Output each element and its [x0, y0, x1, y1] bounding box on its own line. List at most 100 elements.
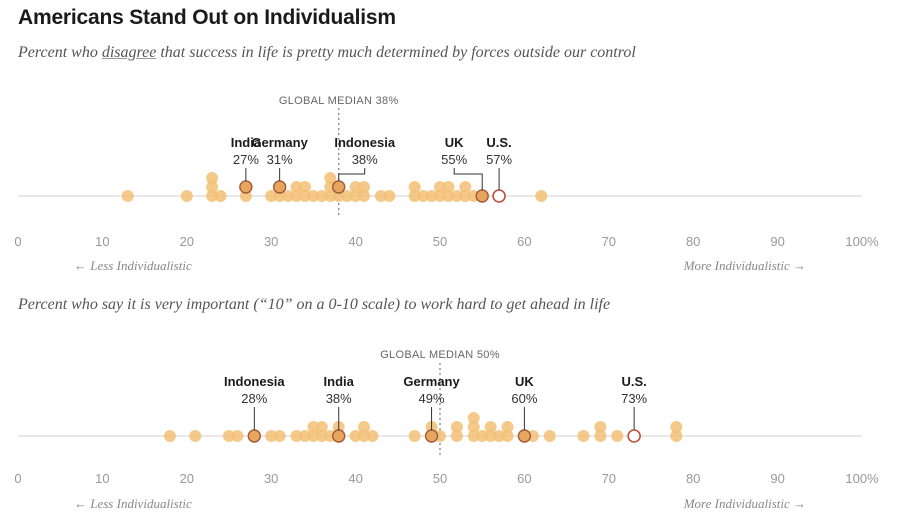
country-dot	[307, 190, 320, 202]
x-tick-label: 20	[180, 234, 194, 249]
x-tick-label: 40	[348, 471, 362, 486]
x-tick-label: 70	[602, 234, 616, 249]
country-dot	[315, 421, 328, 433]
x-tick-label: 20	[180, 471, 194, 486]
country-dot	[358, 430, 371, 442]
x-tick-label: 40	[348, 234, 362, 249]
country-dot	[467, 430, 480, 442]
country-name-label: Indonesia	[334, 135, 395, 150]
country-name-label: Germany	[251, 135, 308, 150]
country-name-label: U.S.	[486, 135, 511, 150]
country-dot	[290, 181, 303, 193]
x-tick-label: 70	[602, 471, 616, 486]
country-dot	[307, 421, 320, 433]
highlight-dot	[239, 180, 253, 194]
country-name-label: UK	[515, 374, 534, 389]
x-tick-label: 50	[433, 471, 447, 486]
country-dot	[163, 430, 176, 442]
x-tick-label: 90	[770, 234, 784, 249]
chart-1: 0 10 20 30 40 50 60 70 80 90 100% GLOBAL MEDIAN 38%…	[14, 95, 879, 273]
country-dot	[450, 430, 463, 442]
country-dot	[408, 430, 421, 442]
country-dot	[425, 190, 438, 202]
country-dot	[349, 430, 362, 442]
us-dot	[627, 429, 641, 443]
country-dot	[493, 430, 506, 442]
country-name-label: India	[324, 374, 355, 389]
chart1-subtitle: Percent who disagree that success in lif…	[18, 44, 636, 62]
country-value-label: 55%	[441, 152, 467, 167]
country-dot	[374, 190, 387, 202]
less-individualistic-label: ← Less Individualistic	[74, 496, 192, 511]
chart-title: Americans Stand Out on Individualism	[18, 6, 396, 29]
us-dot	[492, 189, 506, 203]
less-individualistic-label: ← Less Individualistic	[74, 258, 192, 273]
x-tick-label: 60	[517, 234, 531, 249]
country-dot	[315, 190, 328, 202]
median-label: GLOBAL MEDIAN 38%	[279, 95, 399, 107]
highlight-dot	[272, 180, 287, 194]
country-dot	[543, 430, 556, 442]
x-tick-label: 80	[686, 234, 700, 249]
country-dot	[214, 190, 227, 202]
country-dot	[484, 421, 497, 433]
country-dot	[290, 190, 303, 202]
country-name-label: Germany	[403, 374, 460, 389]
country-dot	[417, 190, 430, 202]
country-dot	[434, 181, 446, 193]
country-dot	[223, 430, 235, 442]
country-dot	[594, 421, 607, 433]
x-tick-label: 30	[264, 471, 278, 486]
x-tick-label: 0	[14, 471, 21, 486]
highlight-dot	[424, 429, 439, 443]
country-dot	[358, 181, 371, 193]
highlight-dot	[332, 180, 346, 194]
chart1-subtitle-after: that success in life is pretty much dete…	[156, 44, 636, 61]
country-dot	[408, 190, 421, 202]
country-name-label: U.S.	[621, 374, 646, 389]
chart1-subtitle-emphasis: disagree	[101, 44, 157, 61]
country-dot	[484, 430, 497, 442]
highlight-dot	[475, 189, 489, 203]
country-dot	[180, 190, 193, 202]
country-dot	[341, 190, 354, 202]
country-dot	[290, 430, 303, 442]
country-value-label: 38%	[326, 391, 352, 406]
x-tick-label: 50	[433, 234, 447, 249]
country-dot	[298, 181, 311, 193]
country-dot	[476, 430, 489, 442]
country-dot	[324, 172, 337, 184]
country-dot	[577, 430, 590, 442]
country-dot	[324, 190, 337, 202]
chart-2: 0 10 20 30 40 50 60 70 80 90 100% GLOBAL MEDIAN 50%…	[14, 349, 879, 511]
country-value-label: 60%	[511, 391, 537, 406]
highlight-dot	[517, 429, 532, 443]
chart2-subtitle: Percent who say it is very important (“1…	[18, 296, 611, 313]
x-tick-label: 0	[14, 234, 21, 249]
country-name-label: Indonesia	[224, 374, 285, 389]
x-tick-label: 100%	[845, 471, 879, 486]
country-dot	[265, 190, 278, 202]
country-dot	[358, 190, 371, 202]
country-dot	[231, 430, 244, 442]
country-dot	[450, 190, 463, 202]
country-value-label: 73%	[621, 391, 647, 406]
x-tick-label: 90	[770, 471, 784, 486]
country-dot	[282, 190, 295, 202]
leader-line	[453, 168, 483, 190]
median-label: GLOBAL MEDIAN 50%	[380, 349, 500, 361]
country-dot	[450, 421, 463, 433]
country-value-label: 27%	[233, 152, 259, 167]
country-dot	[315, 430, 328, 442]
country-value-label: 49%	[419, 391, 445, 406]
country-dot	[459, 181, 472, 193]
x-tick-label: 10	[95, 234, 109, 249]
highlight-dot	[332, 429, 346, 443]
country-name-label: UK	[445, 135, 464, 150]
x-tick-label: 100%	[845, 234, 879, 249]
country-dot	[594, 430, 607, 442]
chart1-subtitle-before: Percent who	[18, 44, 102, 61]
country-dot	[611, 430, 624, 442]
country-dot	[501, 430, 514, 442]
x-tick-label: 80	[686, 471, 700, 486]
